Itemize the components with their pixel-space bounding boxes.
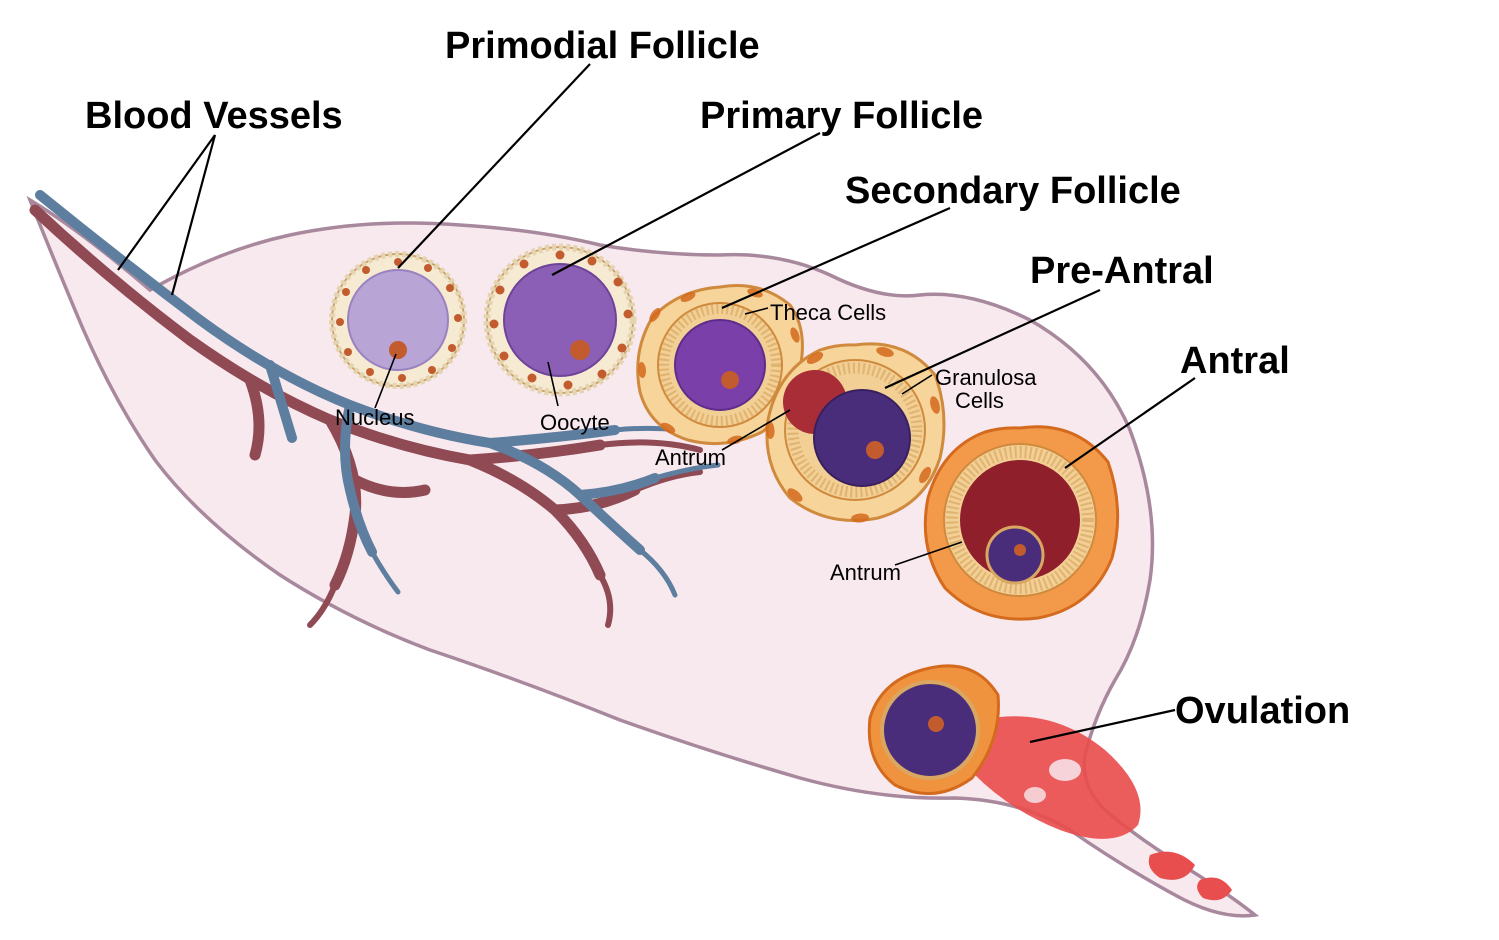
antral-follicle [925,427,1117,619]
label-antrum-1: Antrum [655,445,726,471]
label-ovulation: Ovulation [1175,690,1350,733]
label-theca-cells: Theca Cells [770,300,886,326]
label-blood-vessels: Blood Vessels [85,95,343,138]
label-primordial-follicle: Primodial Follicle [445,25,760,68]
label-antrum-2: Antrum [830,560,901,586]
label-oocyte: Oocyte [540,410,610,436]
label-primary-follicle: Primary Follicle [700,95,983,138]
label-granulosa-cells-2: Cells [955,388,1004,414]
primary-follicle [487,247,633,393]
label-pre-antral: Pre-Antral [1030,250,1214,293]
ovary-diagram [0,0,1499,940]
pre-antral-follicle [765,344,944,523]
primordial-follicle [332,254,464,386]
label-secondary-follicle: Secondary Follicle [845,170,1181,213]
label-nucleus: Nucleus [335,405,414,431]
label-antral: Antral [1180,340,1290,383]
